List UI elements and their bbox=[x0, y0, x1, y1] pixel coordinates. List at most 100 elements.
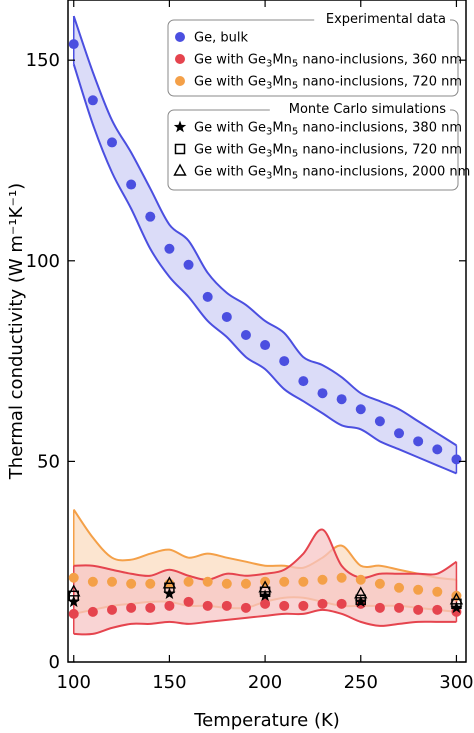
x-tick-label: 200 bbox=[248, 672, 282, 693]
y-tick-label: 50 bbox=[37, 451, 60, 472]
ge_720-point bbox=[183, 576, 194, 587]
x-axis-label: Temperature (K) bbox=[193, 710, 340, 731]
ge_bulk-point bbox=[432, 444, 443, 455]
legend-box bbox=[167, 19, 459, 97]
legend-marker bbox=[175, 54, 185, 64]
ge_360-point bbox=[260, 598, 271, 609]
ge_bulk-point bbox=[87, 95, 98, 106]
legend-marker bbox=[175, 76, 185, 86]
ge_720-point bbox=[317, 574, 328, 585]
ge_bulk-point bbox=[279, 356, 290, 367]
legend-title: Monte Carlo simulations bbox=[289, 102, 446, 117]
ge_360-point bbox=[374, 602, 385, 613]
mc_380-point bbox=[163, 587, 176, 600]
ge_720-point bbox=[87, 576, 98, 587]
ge_bulk-point bbox=[221, 311, 232, 322]
ge_720-point bbox=[432, 586, 443, 597]
ge_720-point bbox=[413, 584, 424, 595]
ge_360-point bbox=[107, 604, 118, 615]
legend-title: Experimental data bbox=[326, 12, 446, 27]
ge_360-point bbox=[126, 602, 137, 613]
ge_360-point bbox=[183, 596, 194, 607]
legend-group: Monte Carlo simulations Ge with Ge3Mn5 na… bbox=[167, 102, 470, 191]
legend-marker bbox=[173, 163, 187, 176]
ge_360-point bbox=[145, 602, 156, 613]
ge_360-band-upper bbox=[73, 528, 457, 581]
ge_bulk-point bbox=[413, 436, 424, 447]
ge_bulk-point bbox=[317, 388, 328, 399]
ge_360-point bbox=[394, 602, 405, 613]
ge_bulk-point bbox=[68, 39, 79, 50]
ge_720-band-upper bbox=[72, 508, 457, 581]
ge_360-point bbox=[202, 600, 213, 611]
ge_720-point bbox=[126, 578, 137, 589]
ge_bulk-point bbox=[374, 416, 385, 427]
mc_380-point bbox=[68, 595, 80, 608]
legend-marker bbox=[174, 143, 186, 155]
ge_bulk-point bbox=[394, 428, 405, 439]
y-axis-label: Thermal conductivity (W m⁻¹K⁻¹) bbox=[6, 183, 27, 480]
x-tick-label: 150 bbox=[152, 672, 186, 693]
ge_bulk-point bbox=[126, 179, 137, 190]
ge_360-point bbox=[317, 598, 328, 609]
x-tick-label: 250 bbox=[344, 672, 378, 693]
ge_720-point bbox=[202, 576, 213, 587]
ge_bulk-band-lower bbox=[72, 63, 457, 475]
ge_bulk-point bbox=[164, 243, 175, 254]
ge_720-point bbox=[240, 578, 251, 589]
ge_bulk-point bbox=[336, 394, 347, 405]
ge_720-point bbox=[145, 578, 156, 589]
legend-title-bg bbox=[314, 12, 450, 26]
legend-marker bbox=[173, 120, 187, 133]
ge_360-point bbox=[336, 598, 347, 609]
ge_bulk-point bbox=[355, 404, 366, 415]
mc_380-point bbox=[354, 595, 367, 608]
ge_bulk-point bbox=[240, 330, 251, 341]
ge_360-point bbox=[298, 600, 309, 611]
ge_720-point bbox=[107, 576, 118, 587]
ge_360-point bbox=[164, 600, 175, 611]
ge_360-point bbox=[221, 600, 232, 611]
legend-group: Experimental data Ge, bulk Ge with Ge3Mn5 … bbox=[167, 12, 462, 97]
ge_720-point bbox=[336, 572, 347, 583]
legend-entry-label: Ge with Ge3Mn5 nano-inclusions, 720 nm bbox=[194, 143, 462, 160]
ge_bulk-point bbox=[451, 454, 462, 465]
ge_360-point bbox=[432, 604, 443, 615]
ge_bulk-point bbox=[298, 376, 309, 387]
ge_bulk-point bbox=[145, 211, 156, 222]
ge_360-point bbox=[240, 602, 251, 613]
legend-entry-label: Ge with Ge3Mn5 nano-inclusions, 360 nm bbox=[194, 53, 462, 70]
x-tick-label: 300 bbox=[439, 672, 473, 693]
ge_720-point bbox=[221, 578, 232, 589]
legend-entry-label: Ge with Ge3Mn5 nano-inclusions, 720 nm bbox=[194, 75, 462, 92]
ge_720-point bbox=[355, 574, 366, 585]
y-tick-label: 100 bbox=[26, 251, 60, 272]
legend-title-bg bbox=[269, 102, 450, 116]
mc_380-point bbox=[450, 601, 463, 614]
ge_360-band-lower bbox=[73, 608, 457, 636]
ge_720-point bbox=[279, 576, 290, 587]
ge_360-point bbox=[68, 608, 79, 619]
ge_bulk-point bbox=[260, 340, 271, 351]
ge_360-point bbox=[279, 600, 290, 611]
legend-marker bbox=[175, 32, 185, 42]
ge_bulk-band bbox=[73, 16, 457, 474]
y-tick-label: 150 bbox=[26, 50, 60, 71]
ge_720-point bbox=[394, 582, 405, 593]
y-tick-label: 0 bbox=[49, 652, 60, 673]
ge_720-point bbox=[68, 572, 79, 583]
legend-entry-label: Ge, bulk bbox=[194, 31, 248, 46]
ge_bulk-point bbox=[107, 137, 118, 148]
ge_720-point bbox=[298, 576, 309, 587]
legend-entry-label: Ge with Ge3Mn5 nano-inclusions, 380 nm bbox=[194, 121, 462, 138]
plot-area bbox=[68, 15, 464, 636]
ge_720-point bbox=[374, 578, 385, 589]
ge_360-point bbox=[413, 604, 424, 615]
ge_360-point bbox=[87, 606, 98, 617]
mc_380-point bbox=[258, 589, 272, 602]
ge_bulk-point bbox=[202, 291, 213, 302]
ge_bulk-band-upper bbox=[72, 15, 457, 447]
x-tick-label: 100 bbox=[57, 672, 91, 693]
legend-entry-label: Ge with Ge3Mn5 nano-inclusions, 2000 nm bbox=[194, 165, 470, 182]
